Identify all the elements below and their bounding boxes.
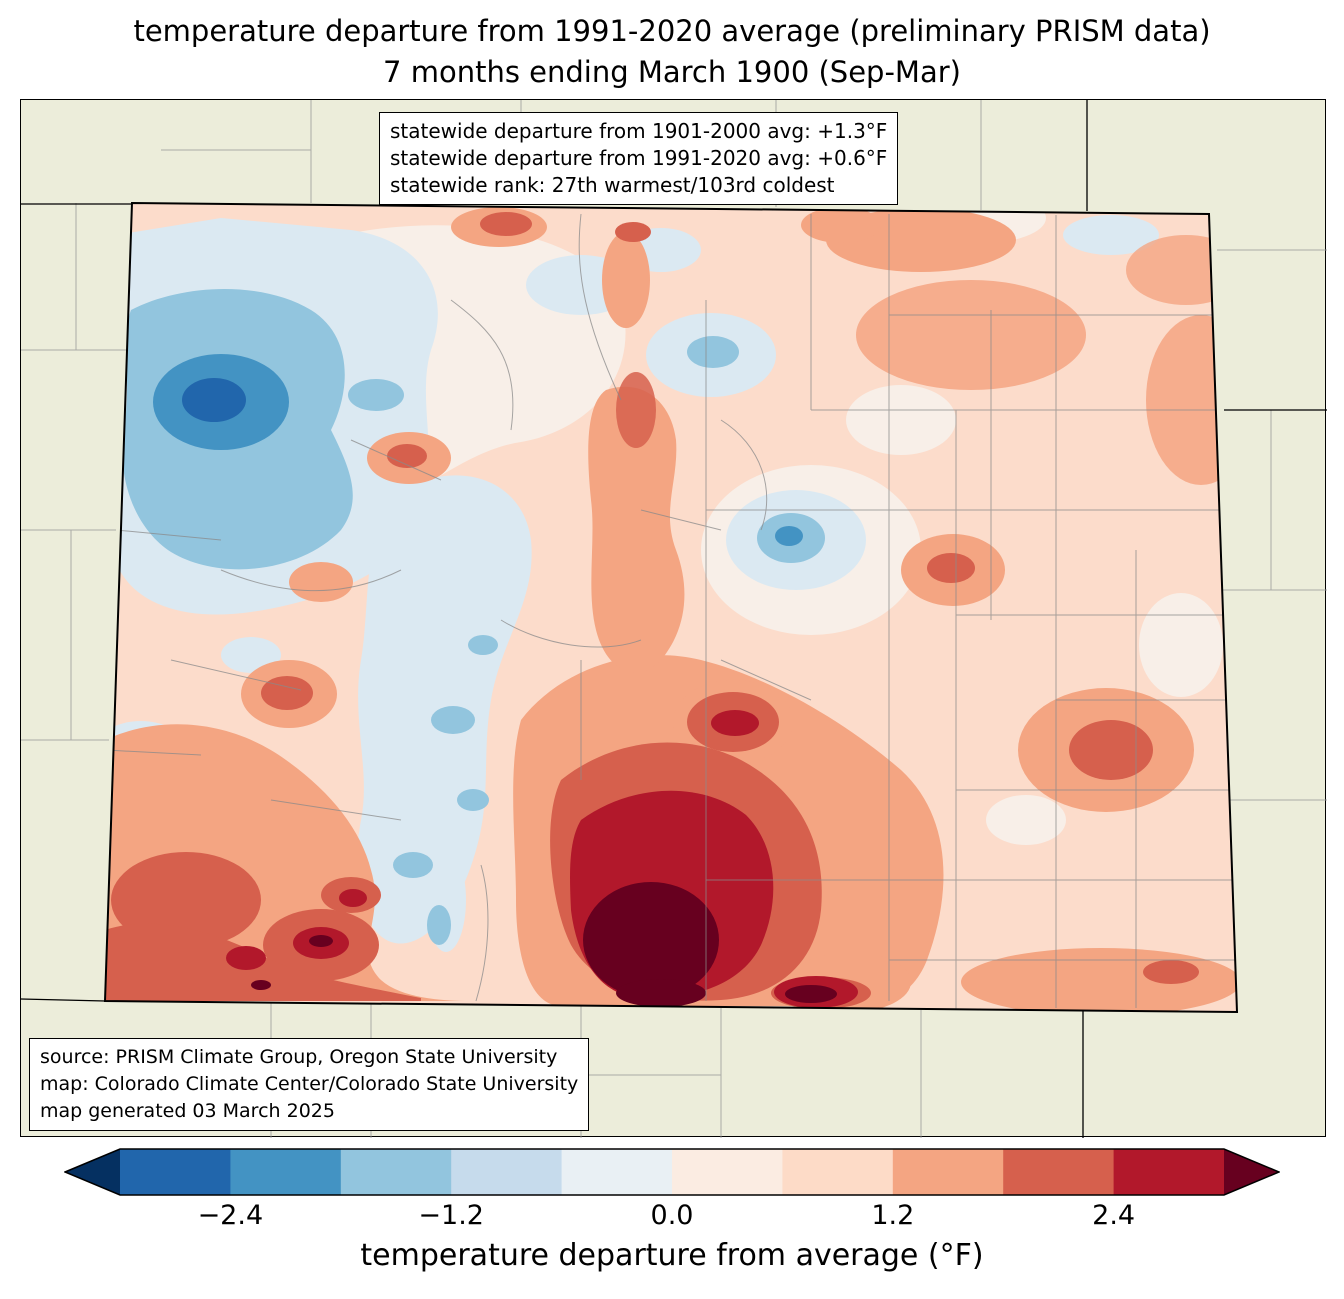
map-canvas: statewide departure from 1901-2000 avg: … (20, 99, 1327, 1138)
temperature-field (105, 203, 1237, 1012)
map-title-line1: temperature departure from 1991-2020 ave… (133, 14, 1211, 48)
colorbar-ticks: −2.4 −1.2 0.0 1.2 2.4 (64, 1200, 1280, 1234)
state-border (103, 201, 1239, 1014)
source-line-1: source: PRISM Climate Group, Oregon Stat… (40, 1046, 558, 1068)
colorbar-tick-4: 1.2 (871, 1200, 915, 1231)
coldest-cores (153, 354, 803, 546)
stats-line-3: statewide rank: 27th warmest/103rd colde… (390, 173, 835, 197)
stats-box: statewide departure from 1901-2000 avg: … (379, 112, 899, 205)
extreme-hot-cores (251, 882, 837, 1007)
colorbar-tick-2: −1.2 (418, 1200, 484, 1231)
stats-line-2: statewide departure from 1991-2020 avg: … (390, 146, 888, 170)
colorbar-tick-3: 0.0 (650, 1200, 694, 1231)
colorbar-label: temperature departure from average (°F) (360, 1238, 984, 1273)
colorado-map (21, 100, 1327, 1138)
map-title-line2: 7 months ending March 1900 (Sep-Mar) (383, 55, 961, 89)
colorbar-arrow-low (65, 1149, 120, 1195)
colorbar-tick-5: 2.4 (1092, 1200, 1136, 1231)
colorbar-segments (120, 1149, 1225, 1195)
county-lines (105, 213, 1236, 1010)
colorbar (63, 1148, 1281, 1196)
source-box: source: PRISM Climate Group, Oregon Stat… (29, 1038, 590, 1131)
colorbar-outline (63, 1148, 1281, 1196)
colorbar-tick-1: −2.4 (197, 1200, 264, 1231)
source-line-3: map generated 03 March 2025 (40, 1100, 335, 1122)
colorbar-arrow-high (1224, 1149, 1279, 1195)
neighbor-state-borders (21, 100, 1327, 1138)
colorbar-svg (63, 1148, 1281, 1196)
source-line-2: map: Colorado Climate Center/Colorado St… (40, 1073, 579, 1095)
stats-line-1: statewide departure from 1901-2000 avg: … (390, 119, 888, 143)
